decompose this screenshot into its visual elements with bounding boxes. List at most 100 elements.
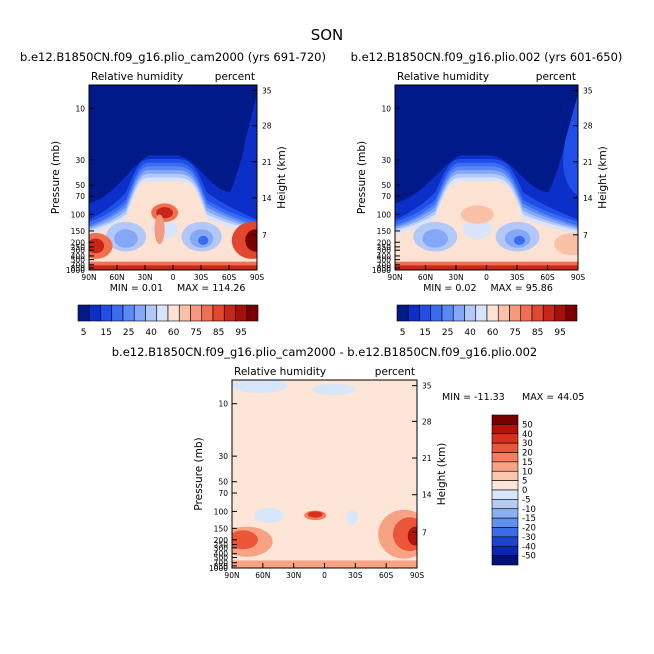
h-tick-label: 28	[583, 122, 593, 131]
x-tick-label: 60N	[255, 571, 270, 580]
colorbar-swatch	[491, 470, 519, 481]
colorbar-swatch	[430, 304, 443, 322]
colorbar-label: 25	[442, 328, 453, 338]
p-tick-label: 500	[377, 256, 392, 265]
x-tick-label: 30S	[348, 571, 363, 580]
colorbar-swatch	[77, 304, 90, 322]
x-tick-label: 90N	[387, 273, 402, 282]
y-axis-title-right: Height (km)	[597, 146, 609, 209]
p-tick-label: 30	[381, 156, 391, 165]
x-tick-label: 90S	[571, 273, 586, 282]
panel-title: b.e12.B1850CN.f09_g16.plio_cam2000 (yrs …	[20, 50, 326, 64]
colorbar-swatch	[486, 304, 499, 322]
min-value: MIN = 0.01	[110, 283, 163, 294]
panel-title: b.e12.B1850CN.f09_g16.plio_cam2000 - b.e…	[112, 345, 537, 359]
p-tick-label: 10	[381, 104, 391, 113]
colorbar-swatch	[565, 304, 578, 322]
p-tick-label: 500	[214, 553, 229, 562]
negative-band	[254, 507, 284, 523]
x-tick-label: 90S	[410, 571, 425, 580]
y-axis-title-right: Height (km)	[436, 443, 448, 506]
x-tick-label: 60S	[379, 571, 394, 580]
colorbar-swatch	[475, 304, 488, 322]
colorbar-label: 5	[522, 477, 527, 487]
p-tick-label: 1000	[66, 266, 85, 275]
colorbar-swatch	[407, 304, 420, 322]
colorbar-label: 0	[522, 486, 527, 496]
colorbar-swatch	[133, 304, 146, 322]
p-tick-label: 50	[218, 478, 228, 487]
colorbar-label: 75	[190, 328, 201, 338]
contour-band	[154, 214, 165, 245]
colorbar-swatch	[542, 304, 555, 322]
p-tick-label: 250	[214, 541, 229, 550]
min-value: MIN = -11.33	[442, 392, 505, 403]
x-tick-label: 90S	[250, 273, 265, 282]
p-tick-label: 700	[71, 261, 86, 270]
colorbar-swatch	[396, 304, 409, 322]
p-tick-label: 400	[214, 550, 229, 559]
positive-band	[232, 530, 258, 550]
colorbar-swatch	[201, 304, 214, 322]
x-tick-label: 30N	[286, 571, 301, 580]
colorbar-swatch	[491, 536, 519, 547]
colorbar-label: 40	[464, 328, 476, 338]
colorbar-swatch	[491, 461, 519, 472]
negative-band	[232, 380, 288, 394]
colorbar-label: 40	[145, 328, 157, 338]
colorbar-swatch	[531, 304, 544, 322]
h-tick-label: 14	[262, 194, 272, 203]
p-tick-label: 200	[377, 238, 392, 247]
h-tick-label: 35	[262, 87, 272, 96]
negative-band	[311, 383, 356, 396]
colorbar-swatch	[491, 452, 519, 463]
p-tick-label: 30	[75, 156, 85, 165]
p-tick-label: 50	[381, 181, 391, 190]
colorbar-swatch	[223, 304, 236, 322]
colorbar-label: 30	[522, 439, 533, 449]
colorbar-swatch	[491, 424, 519, 435]
variable-label: Relative humidity	[397, 71, 489, 83]
panel-title: b.e12.B1850CN.f09_g16.plio.002 (yrs 601-…	[351, 50, 623, 64]
contour-band	[460, 205, 494, 224]
h-tick-label: 28	[422, 417, 432, 426]
colorbar-label: 25	[123, 328, 134, 338]
x-tick-label: 0	[171, 273, 176, 282]
colorbar-swatch	[122, 304, 135, 322]
page-title: SON	[311, 26, 344, 44]
p-tick-label: 400	[71, 252, 86, 261]
y-axis-title-right: Height (km)	[276, 146, 288, 209]
colorbar-swatch	[235, 304, 248, 322]
p-tick-label: 400	[377, 252, 392, 261]
colorbar-swatch	[491, 489, 519, 500]
h-tick-label: 28	[262, 122, 272, 131]
colorbar-label: 95	[554, 328, 565, 338]
negative-band	[346, 509, 358, 525]
p-tick-label: 300	[71, 246, 86, 255]
colorbar-label: 95	[235, 328, 246, 338]
p-tick-label: 850	[214, 562, 229, 571]
colorbar-swatch	[190, 304, 203, 322]
x-tick-label: 30S	[510, 273, 525, 282]
h-tick-label: 21	[422, 454, 432, 463]
p-tick-label: 30	[218, 452, 228, 461]
contour-band	[114, 229, 138, 248]
p-tick-label: 100	[377, 210, 392, 219]
p-tick-label: 10	[218, 400, 228, 409]
colorbar-swatch	[491, 545, 519, 556]
p-tick-label: 250	[71, 243, 86, 252]
stratosphere-core	[395, 85, 578, 204]
colorbar-label: -10	[522, 505, 536, 515]
contour-field-1	[89, 85, 257, 270]
x-tick-label: 0	[322, 571, 327, 580]
p-tick-label: 70	[381, 192, 391, 201]
contour-band	[89, 238, 105, 254]
h-tick-label: 35	[583, 87, 593, 96]
p-tick-label: 70	[75, 192, 85, 201]
p-tick-label: 70	[218, 489, 228, 498]
contour-field-2	[395, 85, 578, 270]
colorbar-label: 40	[522, 430, 533, 440]
variable-label: Relative humidity	[91, 71, 183, 83]
colorbar-label: 15	[100, 328, 111, 338]
colorbar-swatch	[464, 304, 477, 322]
